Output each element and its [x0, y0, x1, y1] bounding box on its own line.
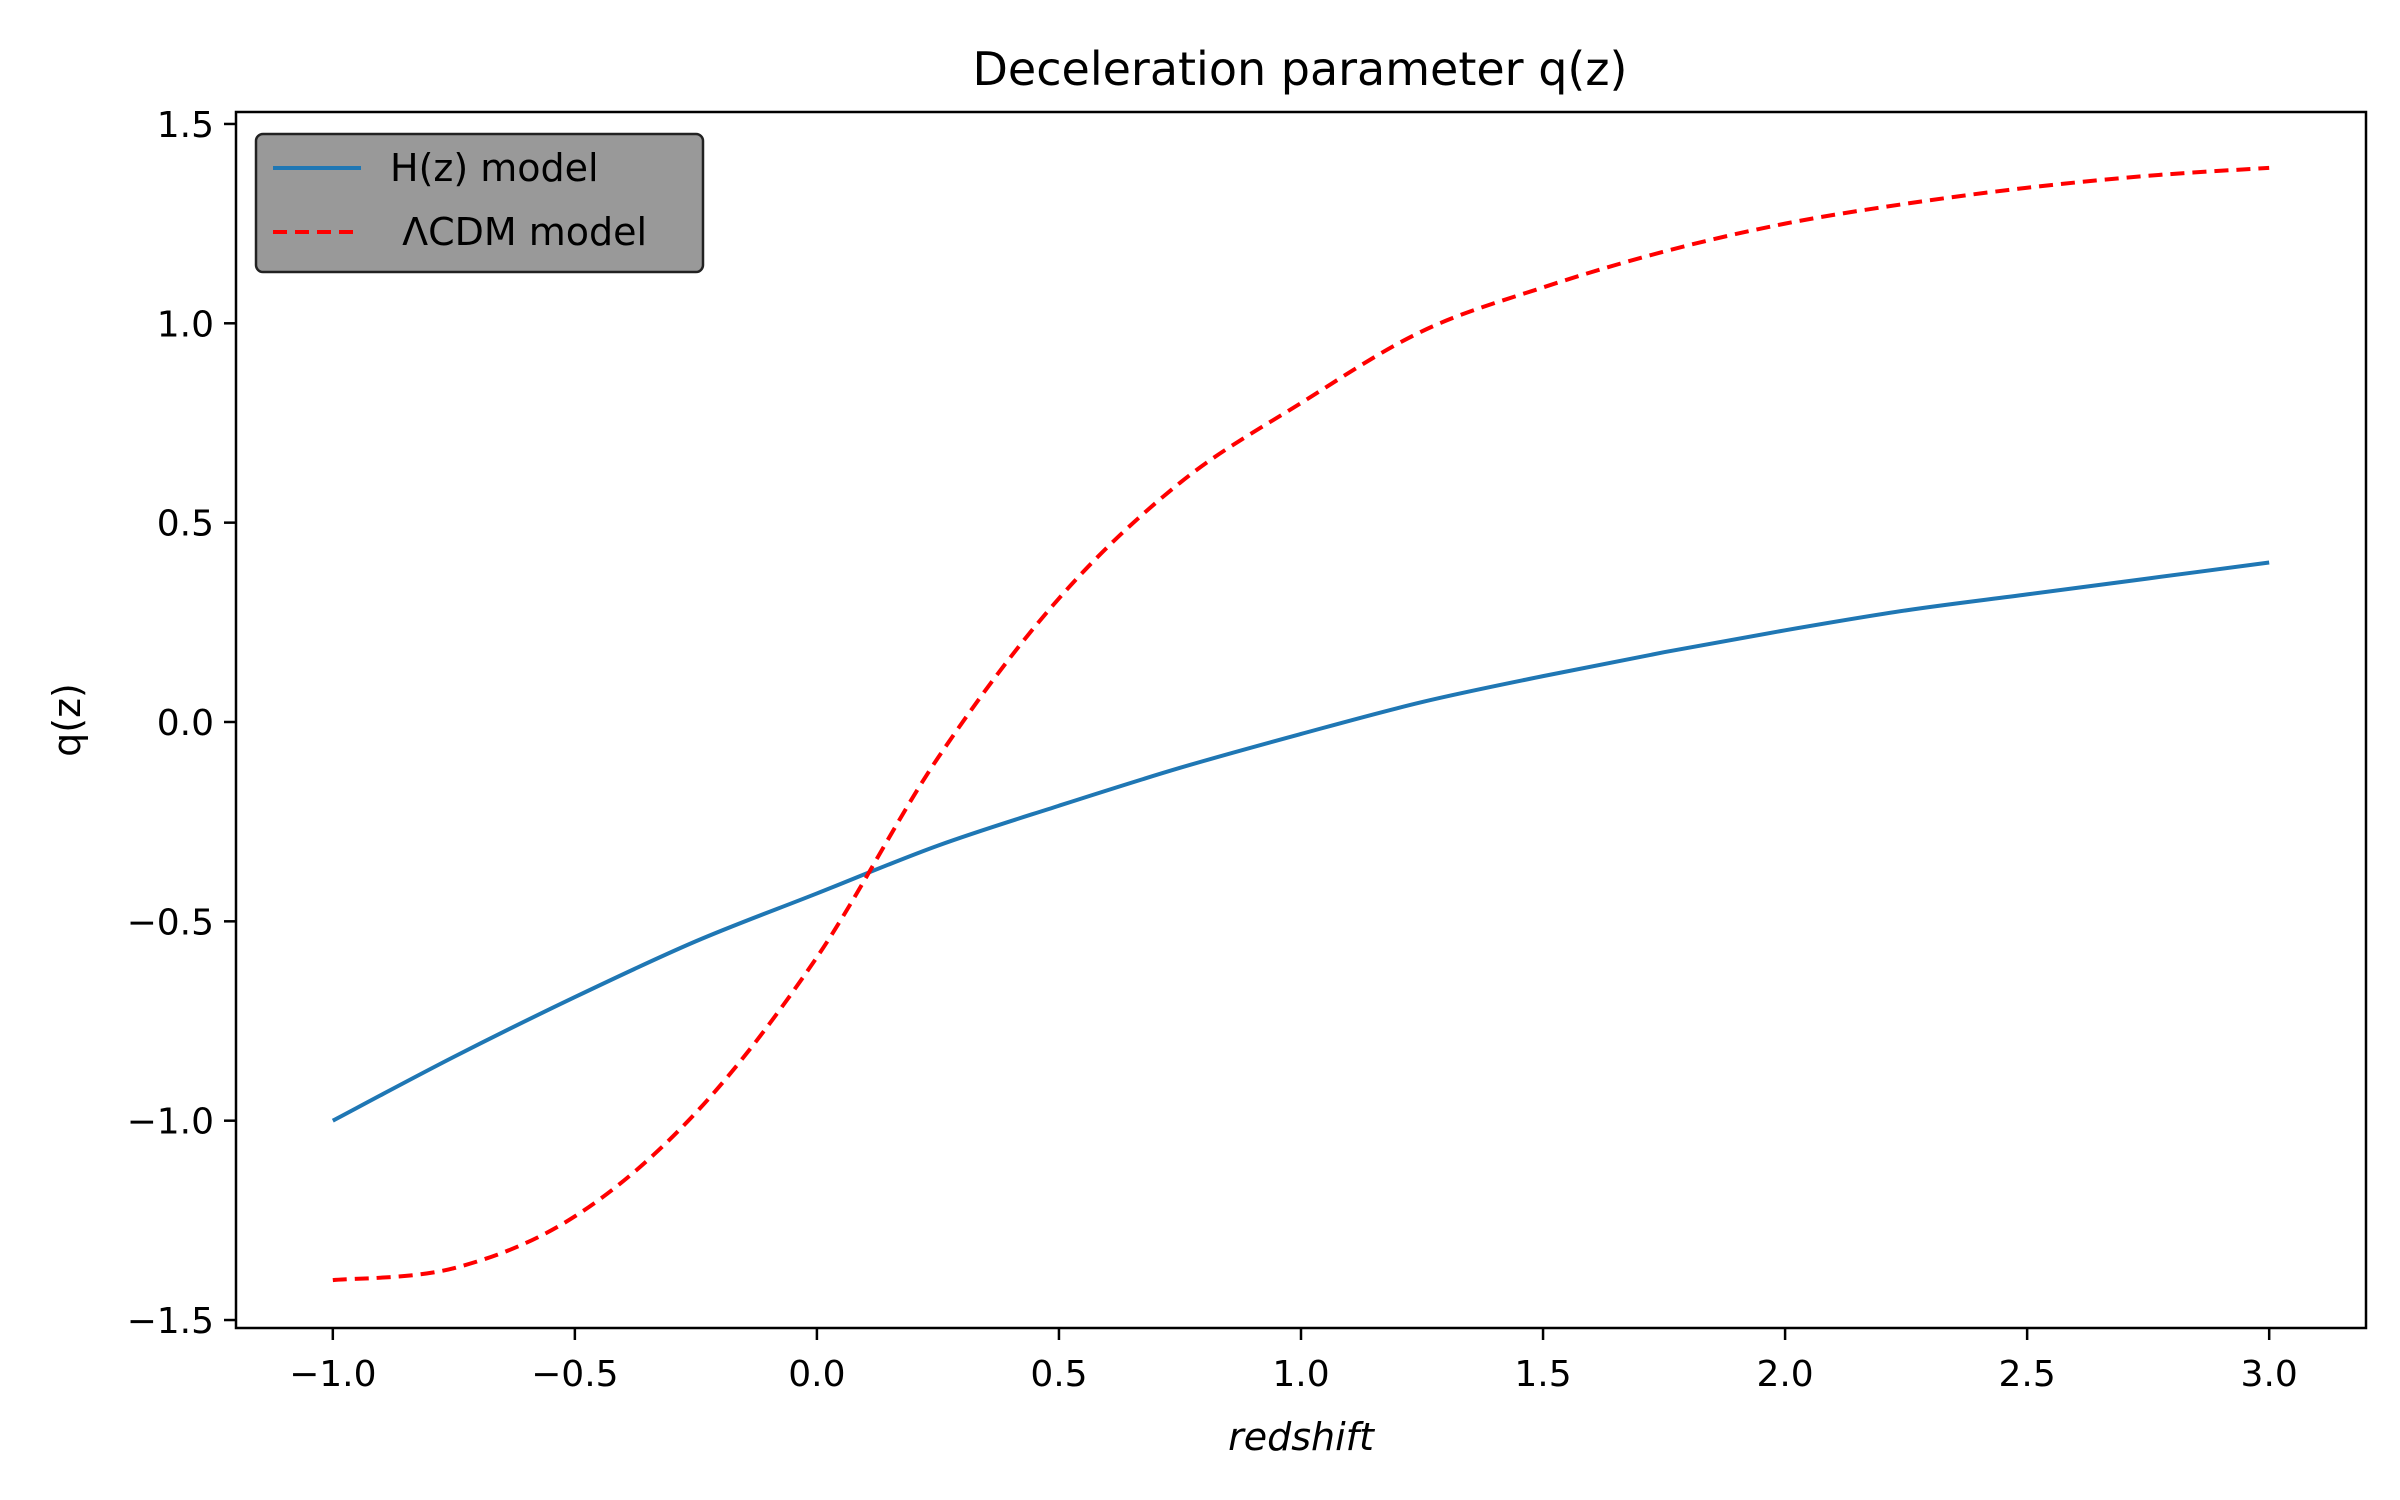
x-tick-label: 0.0: [788, 1354, 845, 1395]
x-tick-label: −1.0: [289, 1354, 376, 1395]
y-tick-label: −0.5: [127, 902, 214, 943]
legend-box: [254, 132, 705, 274]
y-tick-label: 0.0: [157, 703, 214, 744]
x-tick-label: 1.5: [1514, 1354, 1571, 1395]
legend-label-hz-model: H(z) model: [390, 146, 599, 190]
y-tick-label: −1.5: [127, 1301, 214, 1342]
y-tick-label: 1.5: [157, 105, 214, 146]
x-tick-label: 3.0: [2241, 1354, 2298, 1395]
chart-title: Deceleration parameter q(z): [973, 42, 1628, 96]
series-line-lcdm-model: [332, 165, 2270, 1283]
x-tick-label: 0.5: [1030, 1354, 1087, 1395]
x-tick-label: 2.0: [1756, 1354, 1813, 1395]
y-tick-label: 0.5: [157, 504, 214, 545]
series-line-h-z-model: [331, 560, 2270, 1123]
legend: H(z) model ΛCDM model: [254, 132, 705, 274]
y-axis-ticks: −1.5 −1.0 −0.5 0.0 0.5 1.0 1.5: [127, 105, 236, 1342]
y-tick-label: −1.0: [127, 1102, 214, 1143]
plot-lines: [331, 165, 2270, 1283]
legend-label-lcdm-model: ΛCDM model: [390, 210, 647, 254]
y-axis-label: q(z): [45, 683, 89, 757]
x-tick-label: −0.5: [531, 1354, 618, 1395]
y-tick-label: 1.0: [157, 304, 214, 345]
x-tick-label: 2.5: [1999, 1354, 2056, 1395]
x-tick-label: 1.0: [1272, 1354, 1329, 1395]
x-axis-label: redshift: [1228, 1415, 1376, 1459]
x-axis-ticks: −1.0 −0.5 0.0 0.5 1.0 1.5 2.0 2.5 3.0: [289, 1328, 2298, 1395]
